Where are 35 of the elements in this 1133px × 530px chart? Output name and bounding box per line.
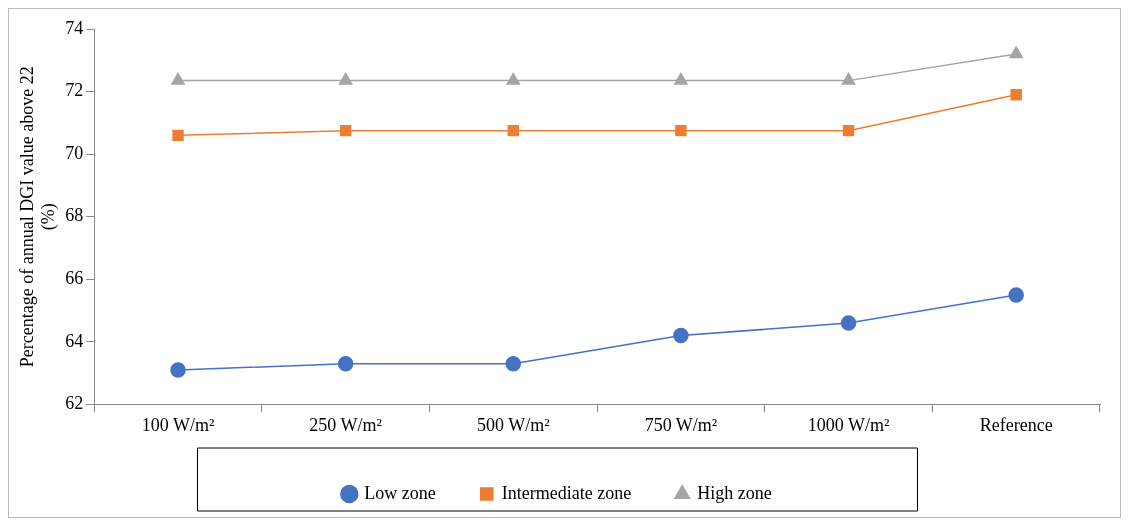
point — [506, 72, 521, 85]
legend-label: High zone — [697, 482, 772, 503]
x-tick-label: 750 W/m² — [644, 414, 718, 435]
point — [842, 124, 855, 137]
point — [1010, 89, 1022, 101]
point — [675, 124, 687, 137]
y-axis-title: Percentage of annual DGI value above 22 (%) — [16, 66, 60, 368]
y-tick-label: 62 — [65, 393, 84, 414]
x-tick-label: Reference — [979, 414, 1053, 435]
y-tick-label: 66 — [65, 268, 84, 288]
x-tick-label: 1000 W/m² — [807, 414, 890, 435]
x-tick-label: 500 W/m² — [477, 414, 550, 435]
y-tick-label: 72 — [65, 80, 84, 101]
x-tick-label: 250 W/m² — [309, 414, 382, 435]
point — [1009, 46, 1023, 59]
point — [674, 72, 688, 85]
point — [171, 72, 185, 85]
point — [337, 355, 354, 372]
x-tick-label: 100 W/m² — [141, 414, 215, 435]
point — [172, 129, 184, 142]
y-tick-label: 68 — [65, 205, 84, 226]
point — [170, 362, 186, 378]
point — [841, 72, 856, 85]
point — [673, 327, 689, 344]
legend-label: Intermediate zone — [501, 482, 632, 503]
y-tick-label: 70 — [65, 142, 84, 163]
point — [507, 124, 519, 137]
legend-label: Low zone — [364, 482, 436, 503]
point — [338, 72, 353, 85]
point — [840, 315, 857, 331]
y-tick-label: 74 — [65, 17, 84, 38]
y-tick-label: 64 — [65, 330, 84, 351]
point — [339, 124, 352, 137]
point — [505, 355, 522, 372]
point — [1008, 287, 1024, 303]
